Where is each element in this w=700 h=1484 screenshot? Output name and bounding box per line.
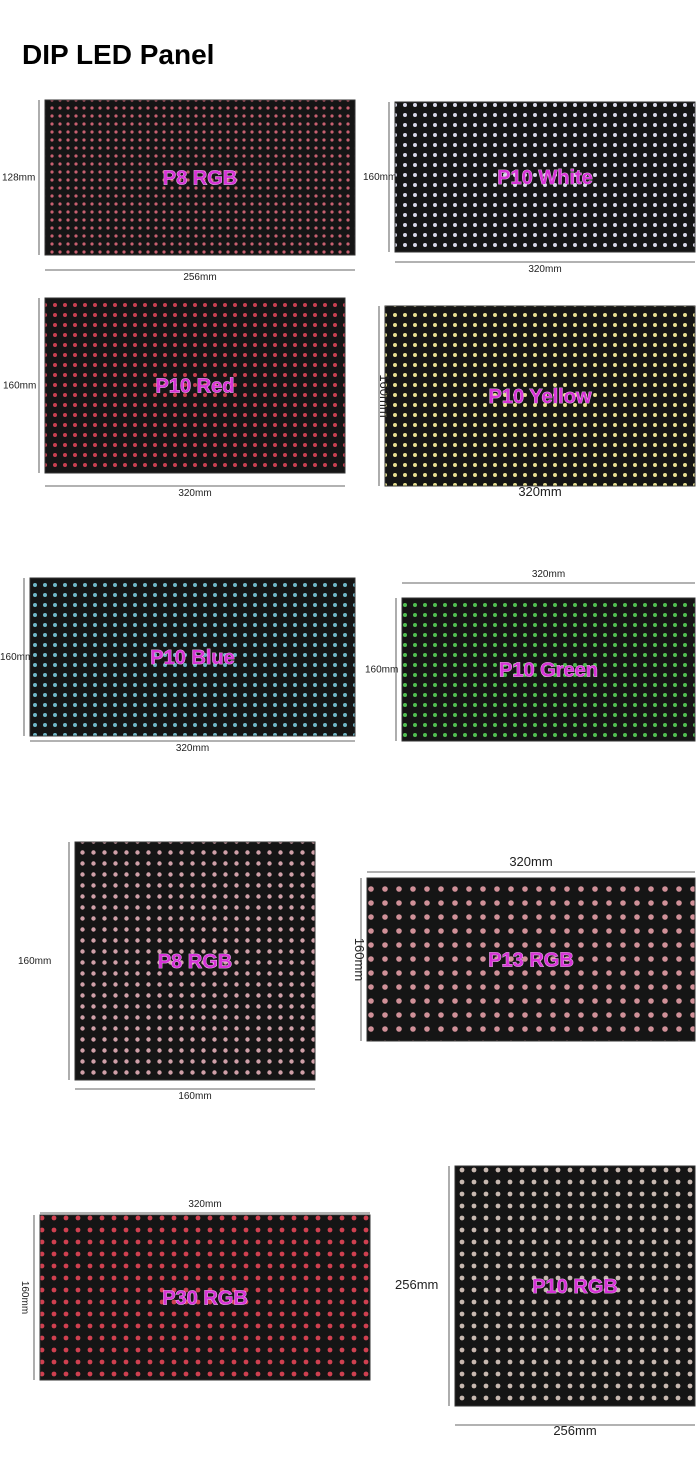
width-label: 320mm (176, 743, 209, 754)
panel-label: P8 RGB (163, 168, 237, 190)
height-label: 160mm (352, 938, 367, 981)
panel-label: P10 White (497, 167, 593, 189)
led-panel (384, 305, 696, 487)
led-panel (29, 577, 356, 737)
height-label: 160mm (365, 665, 398, 676)
height-label: 256mm (395, 1277, 438, 1292)
height-label: 160mm (19, 1281, 30, 1314)
led-panel (454, 1165, 696, 1407)
panel-label: P10 Blue (150, 647, 234, 669)
led-panel (366, 877, 696, 1042)
led-panel (44, 99, 356, 256)
led-panel (74, 841, 316, 1081)
led-panel (44, 297, 346, 474)
led-panel (39, 1214, 371, 1381)
panel-label: P30 RGB (162, 1288, 248, 1310)
panel-label: P10 Green (499, 660, 598, 682)
height-label: 160mm (18, 956, 51, 967)
height-label: 160mm (363, 172, 396, 183)
panel-label: P13 RGB (488, 950, 574, 972)
width-label: 256mm (553, 1423, 596, 1438)
page-title: DIP LED Panel (22, 39, 214, 70)
panel-label: P10 Yellow (488, 386, 591, 408)
width-label: 256mm (183, 272, 216, 283)
width-label: 160mm (178, 1091, 211, 1102)
width-label: 320mm (532, 569, 565, 580)
width-label: 320mm (528, 264, 561, 275)
height-label: 160mm (377, 374, 392, 417)
width-label: 320mm (518, 484, 561, 499)
led-panel (401, 597, 696, 742)
panel-label: P8 RGB (158, 951, 232, 973)
width-label: 320mm (178, 488, 211, 499)
height-label: 128mm (2, 173, 35, 184)
width-label: 320mm (188, 1199, 221, 1210)
width-label: 320mm (509, 854, 552, 869)
led-panel (394, 101, 696, 253)
panel-label: P10 RGB (532, 1276, 618, 1298)
height-label: 160mm (3, 381, 36, 392)
height-label: 160mm (0, 652, 33, 663)
panel-label: P10 Red (156, 376, 235, 398)
